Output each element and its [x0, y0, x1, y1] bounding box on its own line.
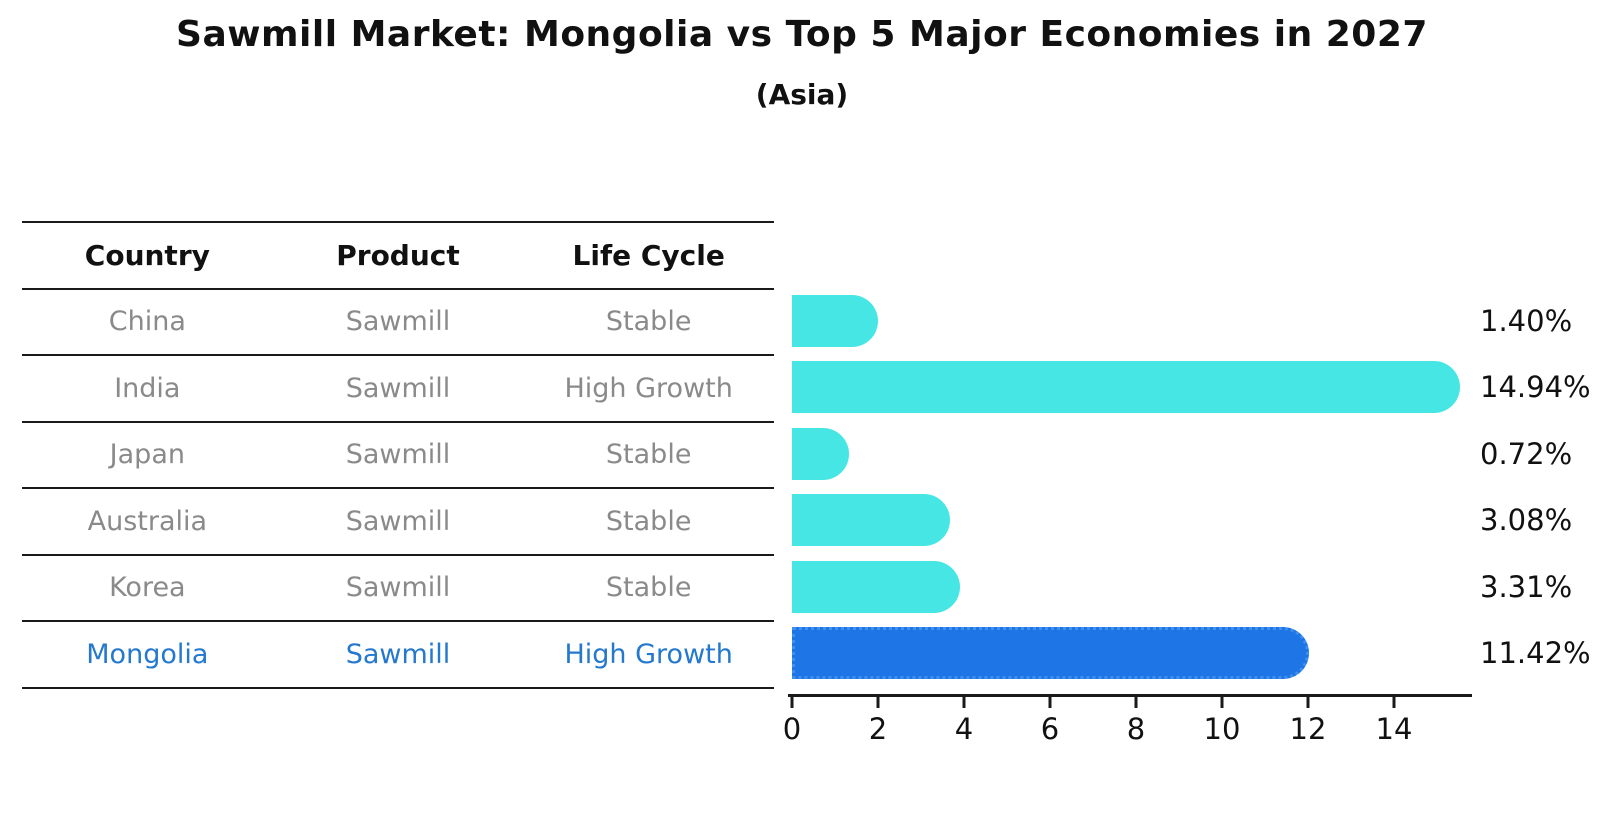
tick-label: 14 [1375, 712, 1413, 746]
tick-label: 12 [1289, 712, 1327, 746]
bar-korea [792, 560, 961, 613]
tick-label: 0 [782, 712, 802, 746]
value-label-australia: 3.08% [1480, 503, 1573, 538]
value-label-india: 14.94% [1480, 370, 1591, 405]
page-subtitle: (Asia) [755, 78, 849, 111]
bar-japan [792, 427, 849, 480]
tick-mark [1134, 695, 1138, 708]
tick-mark [1220, 695, 1224, 708]
table-row-india: India Sawmill High Growth [22, 356, 774, 423]
tick-label: 2 [868, 712, 888, 746]
cell-life-cycle: High Growth [564, 372, 733, 404]
column-header-life-cycle: Life Cycle [572, 238, 725, 272]
value-label-china: 1.40% [1480, 303, 1573, 338]
tick-mark [790, 695, 794, 708]
country-table: Country Product Life Cycle China Sawmill… [22, 221, 774, 689]
cell-life-cycle: Stable [605, 505, 692, 537]
tick-mark [1048, 695, 1052, 708]
column-header-product: Product [336, 238, 460, 272]
cell-country: Korea [109, 572, 186, 604]
table-row-korea: Korea Sawmill Stable [22, 556, 774, 622]
bar-mongolia [792, 627, 1310, 680]
table-row-japan: Japan Sawmill Stable [22, 423, 774, 489]
cell-product: Sawmill [345, 505, 451, 537]
cell-country: Japan [109, 439, 185, 471]
cell-country: India [114, 372, 181, 404]
tick-mark [876, 695, 880, 708]
page-title: Sawmill Market: Mongolia vs Top 5 Major … [176, 14, 1428, 55]
cell-country: Australia [87, 505, 208, 537]
bar-australia [792, 494, 951, 547]
tick-label: 8 [1126, 712, 1146, 746]
cell-product: Sawmill [345, 372, 451, 404]
tick-mark [962, 695, 966, 708]
table-row-australia: Australia Sawmill Stable [22, 489, 774, 556]
cell-product: Sawmill [345, 572, 451, 604]
cell-product: Sawmill [345, 306, 451, 338]
bar-china [792, 294, 879, 347]
column-header-country: Country [84, 238, 210, 272]
cell-country: China [108, 306, 186, 338]
table-header-row: Country Product Life Cycle [22, 223, 774, 290]
cell-life-cycle: Stable [605, 306, 692, 338]
value-label-mongolia: 11.42% [1480, 636, 1591, 671]
cell-product: Sawmill [345, 638, 451, 670]
cell-product: Sawmill [345, 439, 451, 471]
bar-india [792, 361, 1461, 414]
tick-mark [1306, 695, 1310, 708]
cell-life-cycle: Stable [605, 439, 692, 471]
x-axis-line [788, 694, 1472, 697]
value-label-japan: 0.72% [1480, 436, 1573, 471]
tick-label: 10 [1203, 712, 1241, 746]
value-label-korea: 3.31% [1480, 569, 1573, 604]
tick-label: 4 [954, 712, 974, 746]
cell-country: Mongolia [86, 638, 209, 670]
tick-label: 6 [1040, 712, 1060, 746]
table-row-china: China Sawmill Stable [22, 290, 774, 356]
cell-life-cycle: Stable [605, 572, 692, 604]
cell-life-cycle: High Growth [564, 638, 733, 670]
table-row-mongolia: Mongolia Sawmill High Growth [22, 622, 774, 689]
tick-mark [1392, 695, 1396, 708]
